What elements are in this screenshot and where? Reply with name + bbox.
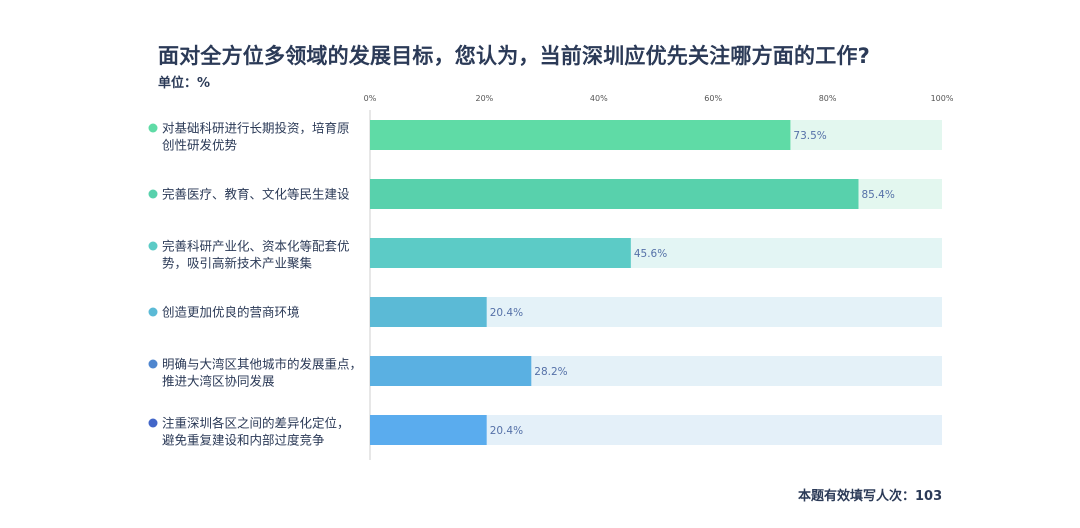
category-label: 对基础科研进行长期投资，培育原	[162, 121, 350, 136]
category-bullet-icon	[148, 189, 158, 199]
category-label: 完善科研产业化、资本化等配套优	[162, 239, 350, 254]
x-tick-label: 100%	[931, 94, 954, 103]
category-bullet-icon	[148, 123, 158, 133]
data-label: 28.2%	[534, 366, 567, 378]
category-bullet-icon	[148, 241, 158, 251]
response-count: 本题有效填写人次：103	[798, 489, 943, 504]
category-label: 创性研发优势	[162, 138, 238, 153]
data-label: 20.4%	[490, 425, 523, 437]
data-label: 45.6%	[634, 248, 667, 260]
category-label: 完善医疗、教育、文化等民生建设	[162, 187, 350, 202]
bar	[370, 415, 487, 445]
category-label: 明确与大湾区其他城市的发展重点，	[162, 357, 362, 372]
bar	[370, 238, 631, 268]
x-tick-label: 60%	[704, 94, 722, 103]
category-bullet-icon	[148, 359, 158, 369]
category-label: 避免重复建设和内部过度竞争	[162, 433, 325, 448]
chart-title: 面对全方位多领域的发展目标，您认为，当前深圳应优先关注哪方面的工作?	[158, 44, 870, 68]
data-label: 73.5%	[793, 130, 826, 142]
x-tick-label: 20%	[476, 94, 494, 103]
category-label: 创造更加优良的营商环境	[162, 305, 300, 320]
category-bullet-icon	[148, 307, 158, 317]
bar	[370, 179, 859, 209]
category-label: 势，吸引高新技术产业聚集	[162, 256, 313, 271]
data-label: 20.4%	[490, 307, 523, 319]
category-bullet-icon	[148, 418, 158, 428]
x-tick-label: 0%	[364, 94, 377, 103]
bar	[370, 356, 532, 386]
unit-label: 单位：%	[158, 76, 211, 91]
x-tick-label: 40%	[590, 94, 608, 103]
x-tick-label: 80%	[819, 94, 837, 103]
data-label: 85.4%	[861, 189, 894, 201]
category-label: 推进大湾区协同发展	[162, 374, 275, 389]
bar	[370, 297, 487, 327]
bar	[370, 120, 791, 150]
category-label: 注重深圳各区之间的差异化定位，	[162, 416, 350, 431]
